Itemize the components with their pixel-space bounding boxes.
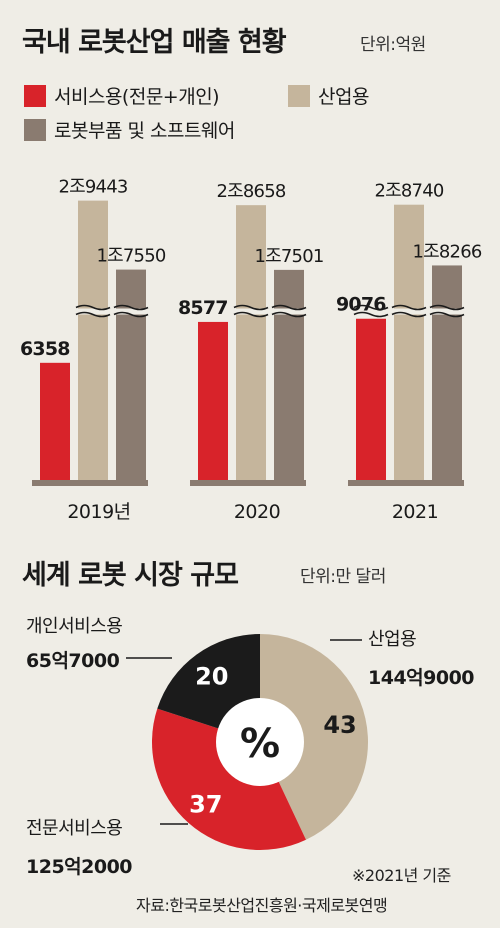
bar xyxy=(116,269,146,480)
legend-swatch-service xyxy=(24,84,46,107)
axis-break-line xyxy=(75,311,111,318)
pie-slice-label: 37 xyxy=(189,791,222,819)
axis-break xyxy=(234,308,268,315)
pie-center xyxy=(216,698,304,786)
legend-swatch-parts xyxy=(24,118,46,141)
bar-value-label: 1조7501 xyxy=(254,246,323,267)
axis-break-line xyxy=(391,304,427,311)
bar xyxy=(394,204,424,480)
axis-break-line xyxy=(391,311,427,318)
category-label: 2019년 xyxy=(67,501,130,523)
pie-value-personal: 65억7000 xyxy=(26,650,120,672)
bar-value-label: 8577 xyxy=(178,297,228,319)
bar-baseline xyxy=(32,480,148,486)
bar-value-label: 2조8658 xyxy=(216,181,285,202)
pie-slice xyxy=(151,708,306,850)
bar-baseline xyxy=(190,480,306,486)
footnote-year: ※2021년 기준 xyxy=(352,866,451,885)
axis-break-line xyxy=(233,311,269,318)
axis-break-line xyxy=(271,311,307,318)
pie-slice-label: 43 xyxy=(323,711,356,739)
axis-break-line xyxy=(113,304,149,311)
legend-item-service: 서비스용(전문+개인) xyxy=(24,82,220,109)
category-label: 2020 xyxy=(234,501,280,523)
bar xyxy=(198,321,228,480)
legend-swatch-industrial xyxy=(288,84,310,107)
axis-break-line xyxy=(429,304,465,311)
bar-chart: 6358 2조9443 1조7550 2019년 8577 2조8658 1조7501 202… xyxy=(20,177,483,523)
axis-break-line xyxy=(271,304,307,311)
bar-value-label: 9076 xyxy=(336,294,386,316)
bar-value-label: 2조8740 xyxy=(374,181,443,202)
axis-break-line xyxy=(233,304,269,311)
pie-slice-label: 20 xyxy=(195,663,228,691)
legend-label-parts: 로봇부품 및 소프트웨어 xyxy=(54,120,235,142)
pie-center-symbol: % xyxy=(240,721,280,767)
axis-break-line xyxy=(75,304,111,311)
pie-value-industrial: 144억9000 xyxy=(368,667,475,689)
pie-chart-unit: 단위:만 달러 xyxy=(300,567,386,587)
pie-label-pro: 전문서비스용 xyxy=(26,818,123,839)
bar-value-label: 2조9443 xyxy=(58,177,127,198)
axis-break-line xyxy=(353,304,389,311)
axis-break xyxy=(76,308,110,315)
legend-label-industrial: 산업용 xyxy=(318,86,369,108)
pie-label-personal: 개인서비스용 xyxy=(26,616,123,637)
axis-break xyxy=(114,308,148,315)
bar xyxy=(274,269,304,480)
legend-label-service: 서비스용(전문+개인) xyxy=(54,86,220,108)
bar-chart-title: 국내 로봇산업 매출 현황 xyxy=(22,27,287,58)
pie-slice xyxy=(260,634,368,840)
bar xyxy=(236,205,266,481)
pie-chart-title: 세계 로봇 시장 규모 xyxy=(22,560,239,591)
bar-baseline xyxy=(348,480,464,486)
axis-break xyxy=(272,308,306,315)
axis-break xyxy=(430,308,464,315)
category-label: 2021 xyxy=(392,501,438,523)
pie-chart: 43 37 20% xyxy=(126,634,368,850)
legend-item-parts: 로봇부품 및 소프트웨어 xyxy=(24,116,235,143)
bar-value-label: 1조7550 xyxy=(96,246,165,267)
bar xyxy=(40,362,70,480)
source-note: 자료:한국로봇산업진흥원·국제로봇연맹 xyxy=(136,896,388,915)
axis-break xyxy=(354,308,388,315)
bar xyxy=(432,265,462,480)
pie-value-pro: 125억2000 xyxy=(26,856,133,878)
bar xyxy=(78,200,108,480)
pie-label-industrial: 산업용 xyxy=(368,629,417,650)
bar xyxy=(356,318,386,480)
axis-break-line xyxy=(353,311,389,318)
axis-break xyxy=(392,308,426,315)
bar-chart-unit: 단위:억원 xyxy=(360,35,426,55)
bar-value-label: 6358 xyxy=(20,338,70,360)
axis-break-line xyxy=(429,311,465,318)
legend-item-industrial: 산업용 xyxy=(288,82,369,109)
axis-break-line xyxy=(113,311,149,318)
bar-value-label: 1조8266 xyxy=(412,241,481,262)
